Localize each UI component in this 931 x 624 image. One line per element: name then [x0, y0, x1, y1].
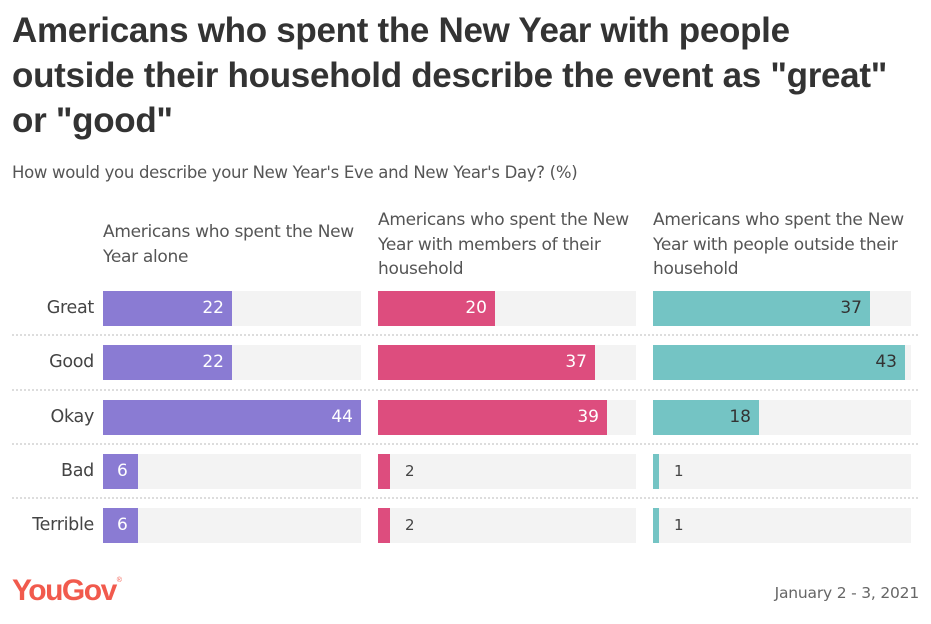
row-separator — [12, 443, 918, 445]
data-label: 44 — [331, 407, 353, 427]
data-label: 22 — [202, 352, 224, 372]
category-label-okay: Okay — [50, 407, 95, 427]
row-separator — [12, 389, 918, 391]
bar-track: 6 — [103, 508, 361, 543]
bar-alone-good — [103, 345, 232, 380]
data-label: 22 — [202, 298, 224, 318]
bar-household-bad — [378, 454, 390, 489]
bar-alone-great — [103, 291, 232, 326]
data-label: 39 — [577, 407, 599, 427]
bar-track: 20 — [378, 291, 636, 326]
row-separator — [12, 334, 918, 336]
panel-header-household: Americans who spent the New Year with me… — [378, 210, 629, 279]
bar-alone-bad — [103, 454, 138, 489]
bar-track: 44 — [103, 400, 361, 435]
bar-household-terrible — [378, 508, 390, 543]
category-label-great: Great — [46, 298, 95, 318]
bar-alone-terrible — [103, 508, 138, 543]
data-label: 2 — [405, 462, 415, 480]
category-label-good: Good — [49, 352, 94, 372]
data-label: 2 — [405, 516, 415, 534]
bar-track: 43 — [653, 345, 911, 380]
data-label: 1 — [674, 516, 684, 534]
data-label: 37 — [565, 352, 587, 372]
bar-outside-great — [653, 291, 870, 326]
registered-mark: ® — [116, 577, 122, 584]
bar-track: 37 — [653, 291, 911, 326]
data-label: 6 — [117, 515, 128, 535]
bar-track: 6 — [103, 454, 361, 489]
data-label: 43 — [875, 352, 897, 372]
panel-header-alone: Americans who spent the New Year alone — [103, 222, 354, 267]
chart-title: Americans who spent the New Year with pe… — [12, 11, 887, 140]
logo-text: YouGov — [12, 574, 117, 607]
bar-track: 22 — [103, 345, 361, 380]
bar-outside-bad — [653, 454, 659, 489]
bar-track: 18 — [653, 400, 911, 435]
bar-track: 39 — [378, 400, 636, 435]
bar-outside-terrible — [653, 508, 659, 543]
row-separator — [12, 497, 918, 499]
data-label: 37 — [840, 298, 862, 318]
data-label: 1 — [674, 462, 684, 480]
bar-track: 2 — [378, 508, 636, 543]
bar-track: 1 — [653, 454, 911, 489]
data-label: 18 — [729, 407, 751, 427]
panel-header-outside: Americans who spent the New Year with pe… — [653, 210, 904, 279]
category-label-terrible: Terrible — [32, 515, 94, 535]
data-label: 6 — [117, 461, 128, 481]
bar-track: 22 — [103, 291, 361, 326]
category-label-bad: Bad — [61, 461, 94, 481]
bar-track: 37 — [378, 345, 636, 380]
yougov-logo: YouGov® — [12, 574, 122, 608]
bar-household-okay — [378, 400, 607, 435]
chart-subtitle: How would you describe your New Year's E… — [12, 163, 578, 182]
data-label: 20 — [465, 298, 487, 318]
bar-household-great — [378, 291, 495, 326]
bar-household-good — [378, 345, 595, 380]
bar-outside-okay — [653, 400, 759, 435]
bar-track: 2 — [378, 454, 636, 489]
bar-alone-okay — [103, 400, 361, 435]
bar-track: 1 — [653, 508, 911, 543]
bar-outside-good — [653, 345, 905, 380]
survey-date: January 2 - 3, 2021 — [774, 584, 920, 602]
